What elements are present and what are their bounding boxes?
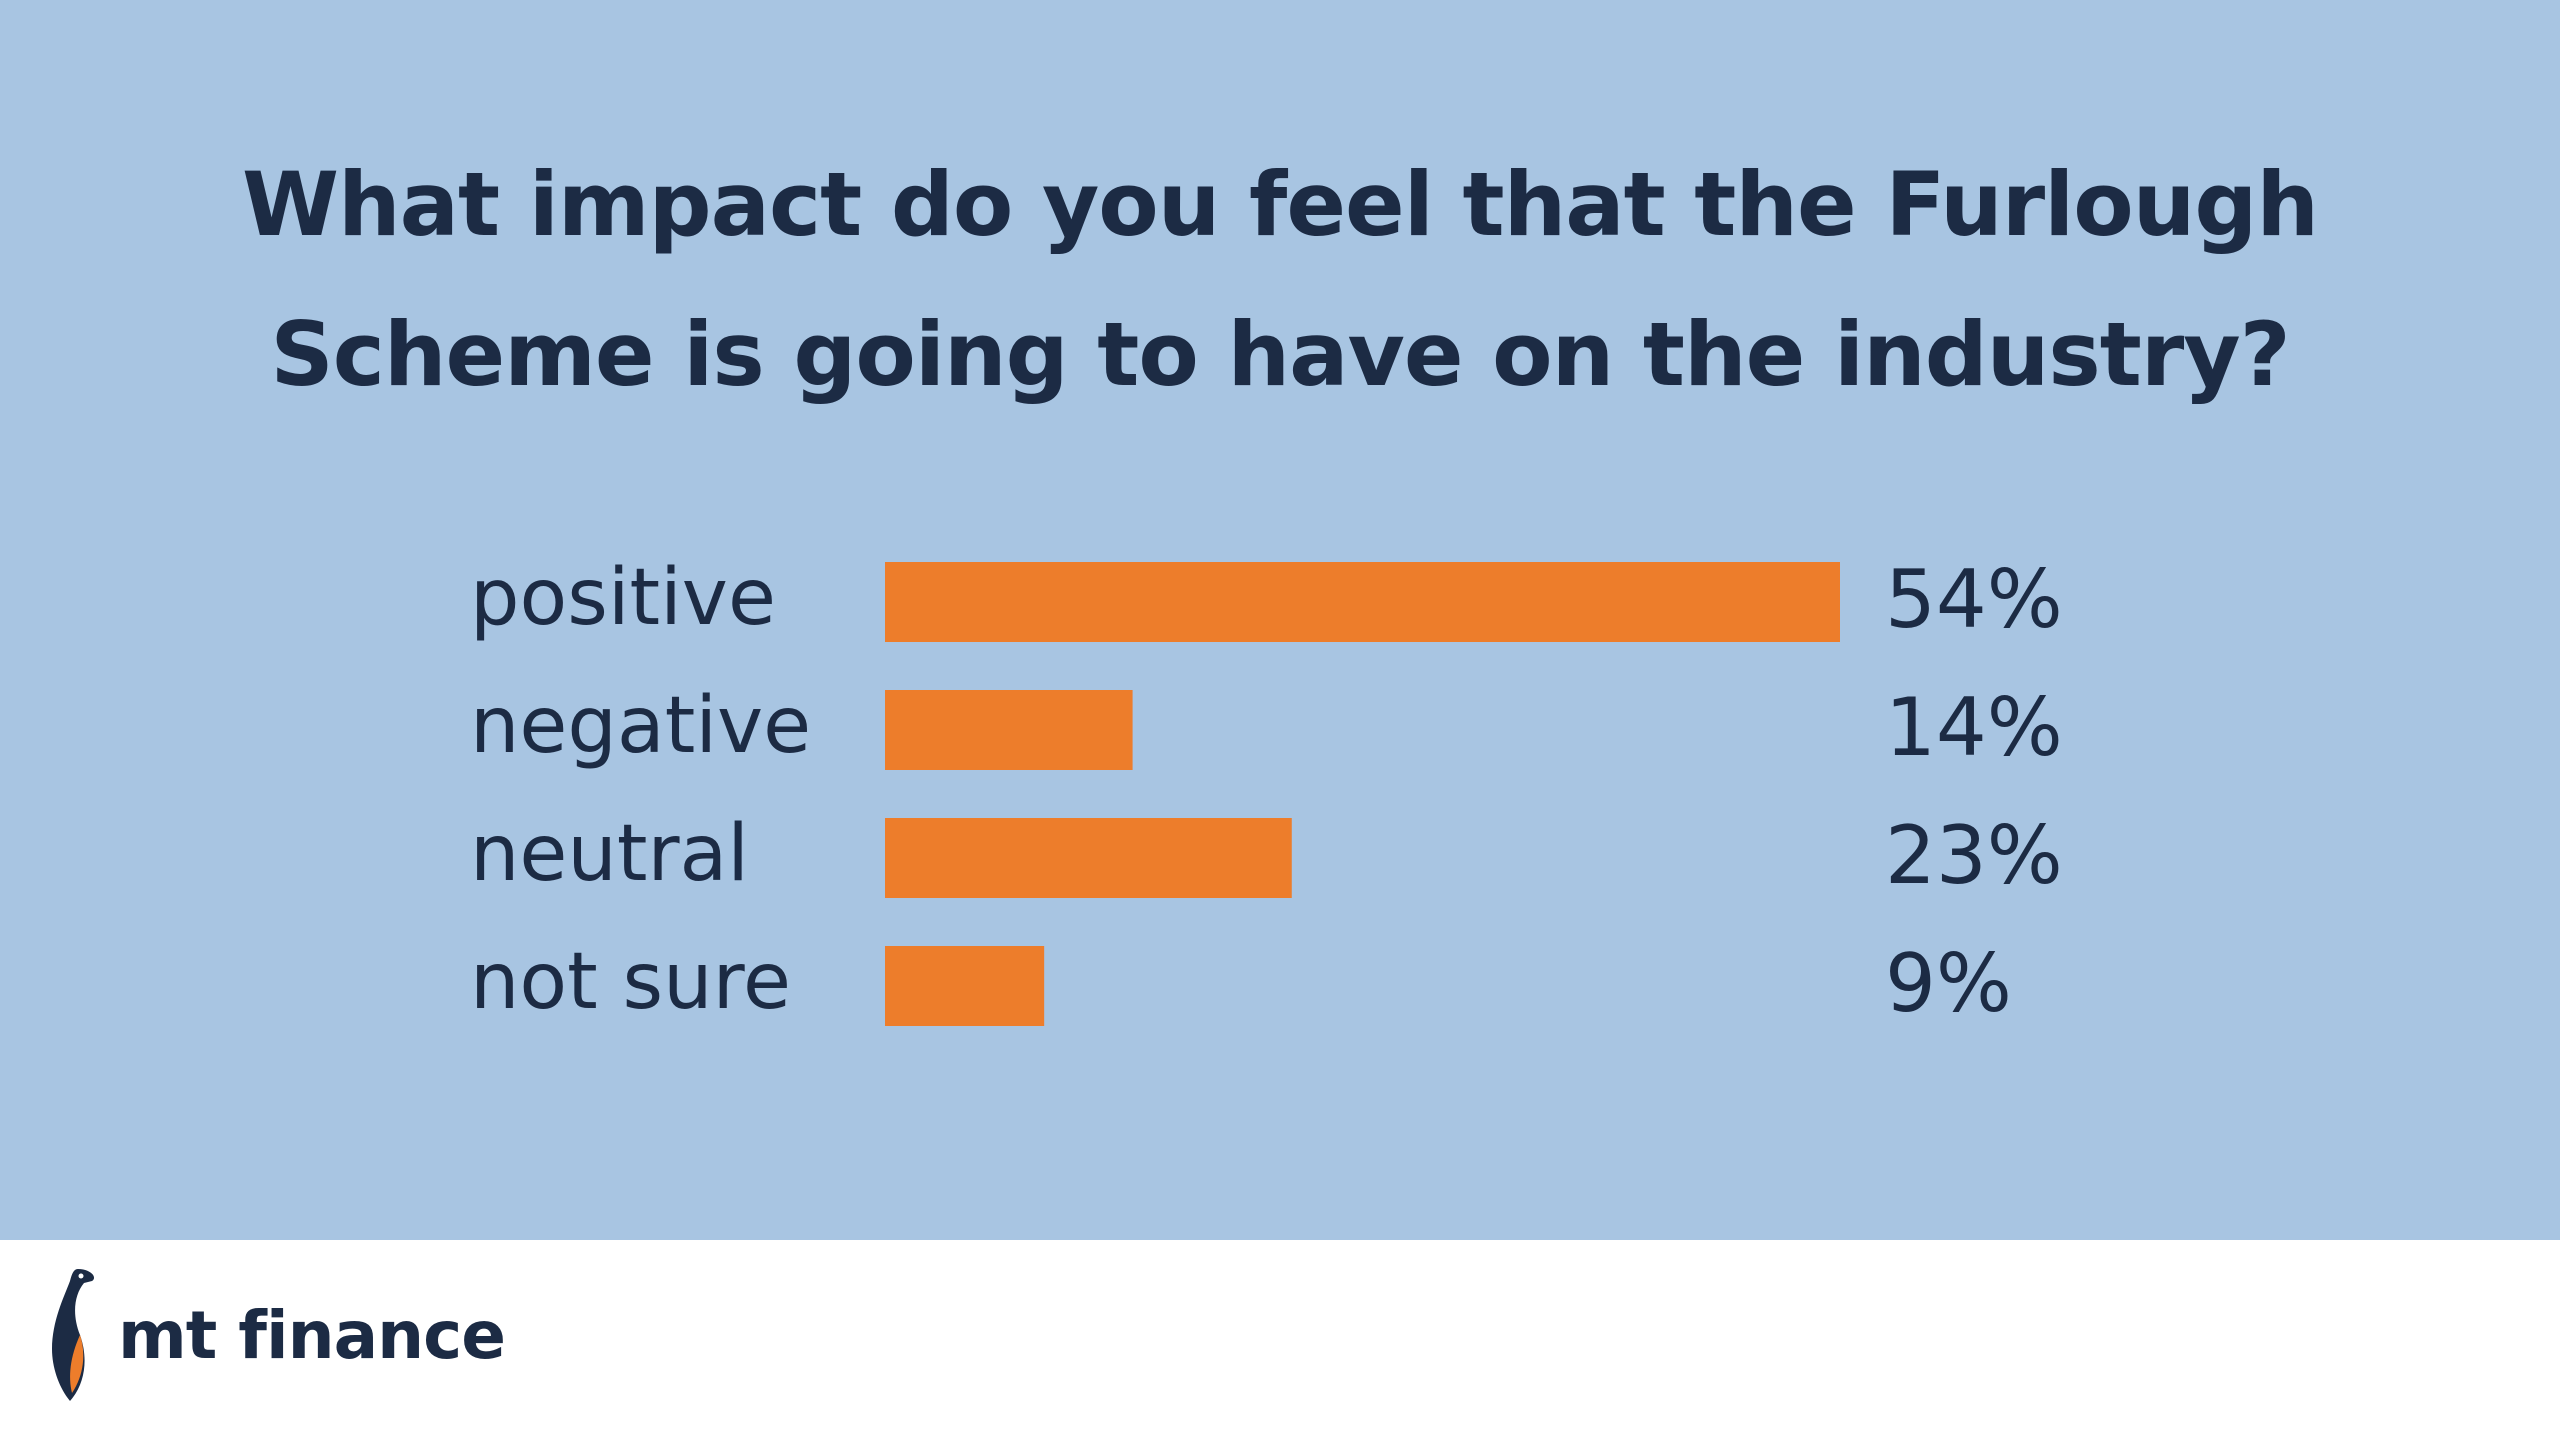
penguin-icon (52, 1269, 95, 1401)
bar-negative (885, 690, 1133, 770)
bar-chart: positive 54% negative 14% neutral 23% not sure… (470, 553, 2063, 1030)
chart-title-line-1: What impact do you feel that the Furloug… (241, 153, 2319, 256)
bar-not-sure (885, 946, 1045, 1026)
category-label-not-sure: not sure (470, 937, 791, 1027)
chart-panel: What impact do you feel that the Furloug… (0, 0, 2560, 1240)
value-label-negative: 14% (1885, 681, 2063, 774)
category-label-positive: positive (470, 553, 776, 643)
chart-title: What impact do you feel that the Furloug… (120, 130, 2440, 430)
value-label-positive: 54% (1885, 553, 2063, 646)
category-label-negative: negative (470, 681, 811, 771)
bar-positive (885, 562, 1840, 642)
brand-name: mt finance (118, 1296, 506, 1374)
footer: mt finance (0, 1240, 2560, 1440)
value-label-neutral: 23% (1885, 809, 2063, 902)
chart-title-line-2: Scheme is going to have on the industry? (270, 303, 2290, 406)
value-label-not-sure: 9% (1885, 937, 2012, 1030)
category-label-neutral: neutral (470, 809, 749, 899)
brand-logo: mt finance (40, 1269, 506, 1401)
bar-neutral (885, 818, 1292, 898)
